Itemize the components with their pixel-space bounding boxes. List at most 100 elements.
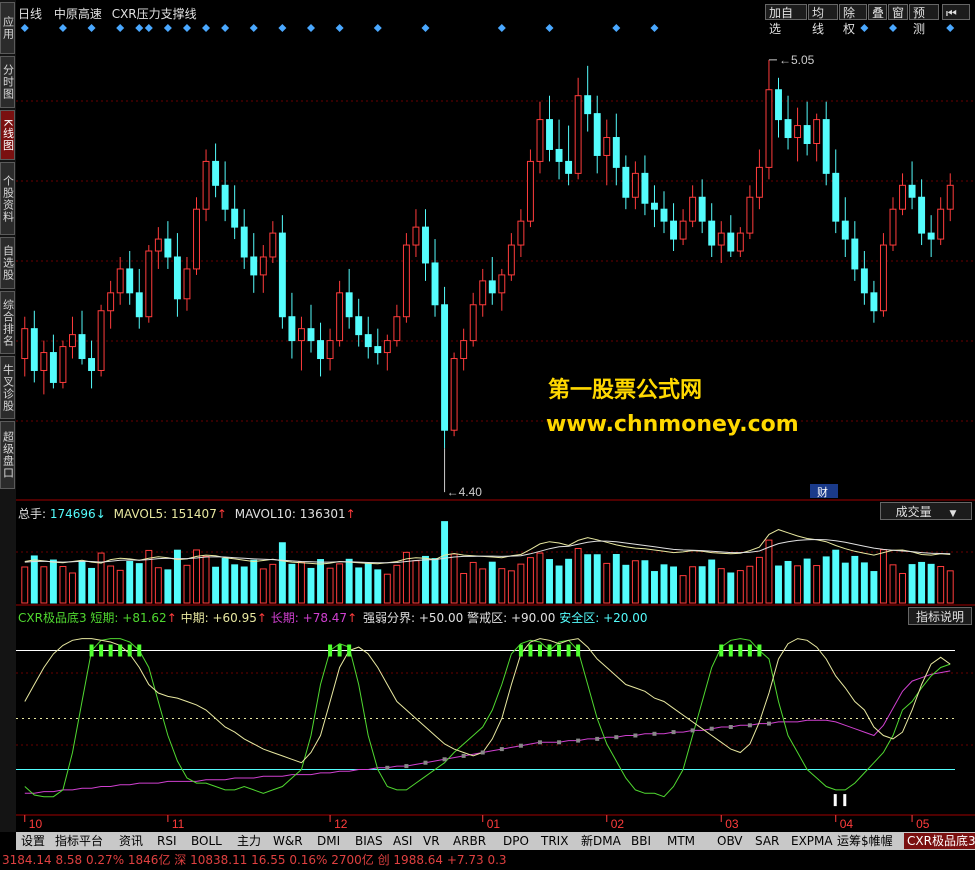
bottom-tab-19[interactable]: SAR (755, 834, 780, 848)
volume-bar-54 (536, 552, 544, 604)
toolbar-button-1[interactable]: 加自选 (765, 4, 807, 36)
bottom-tab-17[interactable]: MTM (667, 834, 696, 848)
sidebar-tab-5[interactable]: 自选股 (0, 237, 15, 289)
candle-body-49 (488, 280, 496, 294)
bottom-tab-21[interactable]: 运筹$帷幄 (837, 834, 893, 848)
toolbar-button-5[interactable]: 窗 (888, 4, 908, 20)
sidebar-tab-7[interactable]: 牛叉诊股 (0, 356, 15, 419)
period-label[interactable]: 日线 (18, 7, 43, 21)
event-diamond-11 (278, 24, 287, 32)
volume-bar-30 (307, 567, 315, 604)
sidebar-tab-8[interactable]: 超级盘口 (0, 421, 15, 489)
bottom-tab-16[interactable]: BBI (631, 834, 652, 848)
candle-body-81 (794, 125, 802, 139)
bottom-tab-18[interactable]: OBV (717, 834, 743, 848)
volume-bar-93 (908, 564, 916, 604)
bottom-tab-11[interactable]: VR (423, 834, 440, 848)
sidebar-tab-1[interactable]: 应用 (0, 2, 15, 54)
bottom-tab-20[interactable]: EXPMA (791, 834, 833, 848)
candle-body-39 (393, 316, 401, 342)
bottom-tab-22[interactable]: CXR极品底3 (904, 833, 975, 849)
skip-icon[interactable]: ⏮ (942, 4, 970, 20)
candle-body-11 (126, 268, 134, 294)
sidebar-tab-3[interactable]: K线图 (0, 110, 15, 160)
bottom-signal-86 (843, 794, 847, 807)
bottom-tab-13[interactable]: DPO (503, 834, 529, 848)
sidebar-tab-4[interactable]: 个股资料 (0, 162, 15, 235)
volume-bar-38 (383, 573, 391, 604)
sidebar-tab-2[interactable]: 分时图 (0, 56, 15, 108)
bottom-tab-15[interactable]: 新DMA (581, 834, 621, 848)
candle-body-94 (918, 196, 926, 234)
bottom-tab-5[interactable]: BOLL (191, 834, 222, 848)
candle-body-4 (59, 346, 67, 383)
candle-body-84 (822, 119, 830, 174)
toolbar-button-3[interactable]: 除权 (839, 4, 867, 36)
candle-body-40 (402, 244, 410, 318)
toolbar-button-6[interactable]: 预测 (909, 4, 939, 36)
x-tick-label-4: 02 (611, 817, 625, 831)
volume-bar-92 (899, 572, 906, 604)
x-tick-label-2: 12 (334, 817, 348, 831)
bottom-tab-3[interactable]: 资讯 (119, 834, 144, 848)
bottom-tab-12[interactable]: ARBR (453, 834, 487, 848)
candle-body-62 (612, 137, 620, 168)
bottom-tab-1[interactable]: 设置 (21, 834, 46, 848)
bottom-tab-6[interactable]: 主力 (237, 834, 262, 848)
candle-body-70 (689, 196, 697, 222)
candle-body-24 (250, 256, 258, 276)
candle-body-57 (565, 160, 573, 174)
stock-name: 中原高速 (53, 7, 102, 21)
indicator-title: CXR极品底3 (18, 611, 87, 625)
volume-bar-53 (526, 557, 534, 604)
event-diamond-7 (182, 24, 191, 32)
volume-bar-40 (402, 551, 410, 604)
signal-bar-12 (137, 644, 142, 657)
toolbar-button-2[interactable]: 均线 (808, 4, 838, 36)
indicator-chart[interactable] (16, 638, 955, 807)
candle-body-73 (717, 232, 725, 246)
bottom-tab-10[interactable]: ASI (393, 834, 413, 848)
bottom-tab-8[interactable]: DMI (317, 834, 341, 848)
bottom-tab-7[interactable]: W&R (273, 834, 303, 848)
volume-bar-67 (660, 564, 668, 604)
volume-chart[interactable] (21, 521, 954, 604)
bottom-tab-4[interactable]: RSI (157, 834, 177, 848)
mavol5-label: MAVOL5: (113, 507, 168, 521)
bottom-tab-2[interactable]: 指标平台 (55, 834, 104, 848)
volume-bar-26 (269, 563, 277, 604)
signal-bar-56 (557, 644, 562, 657)
bottom-tab-14[interactable]: TRIX (541, 834, 569, 848)
toolbar-button-4[interactable]: 叠 (868, 4, 887, 20)
volume-bar-61 (603, 562, 611, 604)
warn-value: +90.00 (510, 611, 556, 625)
candle-body-74 (727, 232, 735, 252)
long-term-line (24, 670, 951, 794)
signal-bar-9 (108, 644, 113, 657)
candle-body-48 (479, 280, 487, 306)
event-diamond-13 (335, 24, 344, 32)
volume-bar-41 (412, 560, 420, 604)
candle-body-5 (69, 334, 76, 348)
bottom-tab-9[interactable]: BIAS (355, 834, 383, 848)
indicator-help-button[interactable]: 指标说明 (908, 607, 972, 625)
mavol5-value: 151407 (171, 507, 217, 521)
signal-bar-33 (337, 644, 342, 657)
long-dot-62 (614, 735, 619, 740)
volume-total-label: 总手: (18, 507, 47, 521)
volume-bar-66 (651, 571, 658, 604)
price-chart[interactable]: ←5.05 ←4.40 财 (20, 24, 955, 499)
candle-body-22 (231, 208, 239, 228)
warn-label: 警戒区: (467, 611, 508, 625)
volume-bar-59 (584, 554, 592, 604)
volume-bar-58 (574, 548, 582, 604)
volume-bar-95 (927, 563, 935, 604)
candle-body-95 (927, 232, 935, 240)
volume-bar-7 (88, 567, 96, 604)
volume-bar-23 (240, 566, 248, 604)
candle-body-42 (422, 226, 429, 264)
sidebar-tab-6[interactable]: 综合排名 (0, 291, 15, 354)
volume-bar-20 (212, 566, 220, 604)
volume-dropdown[interactable]: 成交量 ▼ (880, 502, 972, 520)
volume-bar-82 (803, 558, 811, 604)
